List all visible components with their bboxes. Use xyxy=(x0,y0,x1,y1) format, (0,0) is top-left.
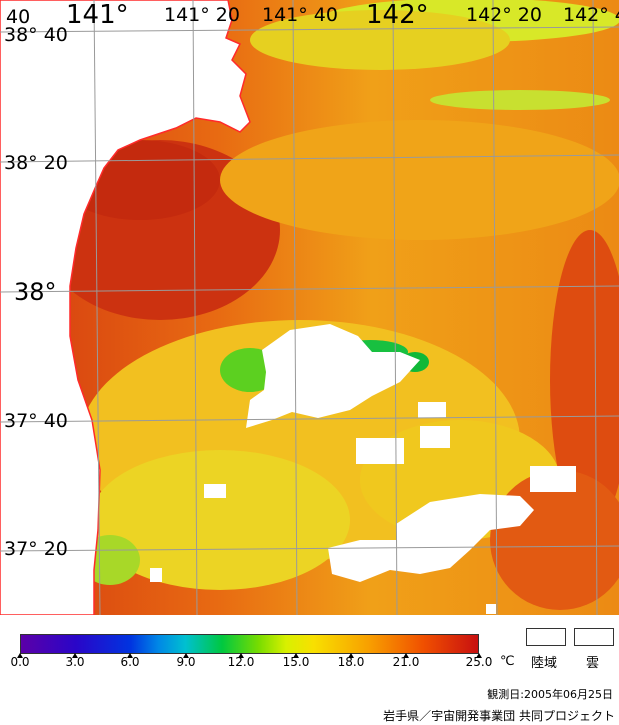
latitude-label-38-40: 38° 40 xyxy=(4,24,68,46)
temperature-color-scale xyxy=(20,634,479,654)
scale-unit: ℃ xyxy=(500,654,515,669)
land-legend-swatch xyxy=(526,628,566,646)
scale-tick-mark xyxy=(348,653,354,658)
corner-label: 40 xyxy=(6,6,31,28)
scale-tick-mark xyxy=(17,653,23,658)
scale-tick-label: 0.0 xyxy=(10,655,30,669)
scale-tick-mark xyxy=(183,653,189,658)
scale-tick-mark xyxy=(127,653,133,658)
longitude-label-142-40: 142° 40 xyxy=(563,4,619,26)
scale-tick-label: 12.0 xyxy=(227,655,255,669)
scale-tick-label: 15.0 xyxy=(282,655,310,669)
credit-line: 岩手県／宇宙開発事業団 共同プロジェクト xyxy=(383,709,615,723)
scale-tick-mark xyxy=(403,653,409,658)
longitude-label-142-20: 142° 20 xyxy=(466,4,542,26)
scale-tick-label: 21.0 xyxy=(392,655,420,669)
longitude-label-142: 142° xyxy=(366,0,429,30)
scale-tick-mark xyxy=(293,653,299,658)
latitude-label-37-20: 37° 20 xyxy=(4,538,68,560)
land-legend-label: 陸域 xyxy=(531,656,558,671)
longitude-label-141: 141° xyxy=(66,0,129,30)
scale-tick-label: 18.0 xyxy=(337,655,365,669)
scale-tick-mark xyxy=(72,653,78,658)
latitude-label-38-20: 38° 20 xyxy=(4,152,68,174)
observation-date: 観測日:2005年06月25日 xyxy=(487,688,613,701)
cloud-patches xyxy=(150,324,576,614)
longitude-label-141-20: 141° 20 xyxy=(164,4,240,26)
scale-tick-label: 6.0 xyxy=(120,655,140,669)
longitude-label-141-40: 141° 40 xyxy=(262,4,338,26)
land-area xyxy=(0,0,251,615)
scale-tick-label: 3.0 xyxy=(65,655,85,669)
cloud-legend-label: 雲 xyxy=(586,656,600,671)
scale-tick-mark xyxy=(238,653,244,658)
sea-surface-temperature-map xyxy=(0,0,619,615)
cloud-legend-swatch xyxy=(574,628,614,646)
scale-tick-label: 25.0 xyxy=(465,655,493,669)
scale-tick-mark xyxy=(476,653,482,658)
scale-tick-label: 9.0 xyxy=(176,655,196,669)
latitude-label-37-40: 37° 40 xyxy=(4,410,68,432)
latitude-label-38: 38° xyxy=(14,278,57,306)
graticule xyxy=(0,0,619,615)
